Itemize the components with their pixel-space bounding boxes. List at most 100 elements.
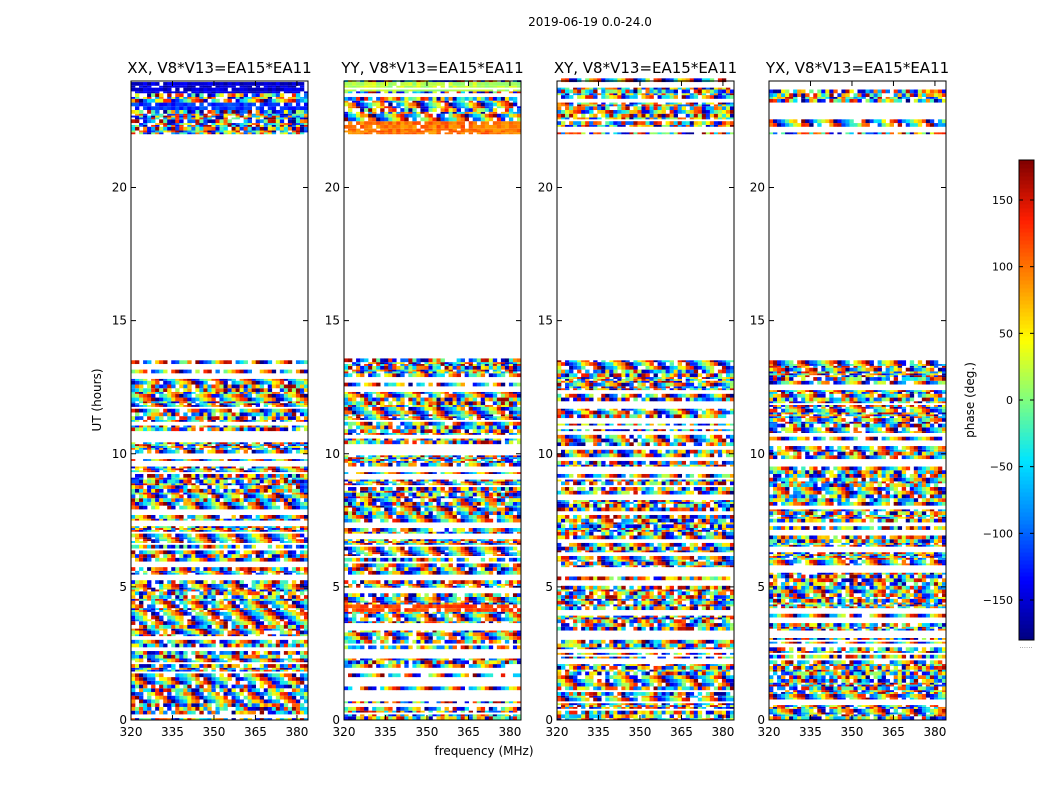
heatmap-cell (400, 645, 405, 650)
heatmap-cell (179, 378, 184, 381)
heatmap-cell (167, 695, 172, 700)
heatmap-cell (207, 401, 212, 404)
heatmap-cell (263, 595, 269, 599)
heatmap-cell (247, 110, 252, 114)
heatmap-cell (255, 419, 261, 422)
heatmap-cell (259, 416, 265, 420)
heatmap-cell (428, 632, 433, 637)
heatmap-cell (131, 124, 136, 127)
heatmap-cell (235, 583, 240, 588)
heatmap-cell (143, 654, 148, 659)
heatmap-cell (287, 680, 293, 685)
heatmap-cell (199, 130, 204, 133)
heatmap-cell (223, 680, 228, 685)
heatmap-cell (271, 405, 277, 407)
heatmap-cell (163, 98, 168, 103)
heatmap-cell (476, 716, 482, 720)
heatmap-cell (263, 102, 269, 107)
heatmap-cell (187, 528, 192, 530)
heatmap-cell (223, 117, 228, 120)
heatmap-cell (299, 611, 305, 616)
heatmap-cell (356, 636, 361, 640)
heatmap-cell (183, 570, 188, 573)
heatmap-cell (263, 132, 269, 135)
heatmap-cell (183, 669, 188, 672)
heatmap-cell (279, 595, 285, 599)
heatmap-cell (211, 360, 216, 365)
heatmap-cell (255, 651, 261, 655)
heatmap-cell (456, 658, 461, 661)
heatmap-cell (203, 501, 208, 506)
heatmap-cell (255, 501, 261, 506)
heatmap-cell (131, 654, 136, 659)
heatmap-cell (255, 470, 261, 473)
heatmap-cell (263, 442, 269, 445)
heatmap-cell (239, 393, 244, 398)
heatmap-cell (283, 498, 289, 502)
heatmap-cell (155, 106, 160, 111)
heatmap-cell (251, 401, 256, 404)
heatmap-cell (207, 393, 212, 398)
heatmap-cell (416, 706, 421, 711)
heatmap-cell (171, 360, 176, 365)
heatmap-cell (287, 677, 293, 681)
heatmap-cell (135, 110, 140, 114)
heatmap-cell (131, 718, 136, 720)
heatmap-cell (163, 393, 168, 398)
heatmap-cell (267, 483, 273, 486)
heatmap-cell (207, 130, 212, 133)
heatmap-cell (243, 91, 248, 94)
heatmap-cell (203, 115, 208, 118)
heatmap-cell (147, 591, 152, 596)
heatmap-cell (380, 645, 385, 650)
heatmap-cell (223, 85, 228, 88)
heatmap-cell (203, 604, 208, 609)
heatmap-cell (163, 384, 168, 389)
heatmap-cell (259, 528, 265, 530)
heatmap-cell (392, 621, 397, 624)
heatmap-cell (155, 488, 160, 493)
heatmap-cell (259, 718, 265, 720)
heatmap-cell (211, 539, 216, 542)
heatmap-cell (271, 688, 277, 693)
heatmap-cell (287, 115, 293, 118)
heatmap-cell (215, 369, 220, 374)
heatmap-cell (199, 378, 204, 381)
heatmap-cell (271, 408, 277, 413)
heatmap-cell (251, 446, 256, 448)
heatmap-cell (279, 106, 285, 111)
heatmap-cell (183, 591, 188, 596)
heatmap-cell (211, 669, 216, 672)
heatmap-cell (275, 98, 281, 103)
heatmap-cell (131, 610, 136, 612)
heatmap-cell (147, 408, 152, 413)
heatmap-cell (155, 529, 160, 532)
heatmap-cell (299, 554, 305, 558)
heatmap-cell (251, 567, 256, 571)
heatmap-cell (255, 537, 261, 540)
heatmap-cell (275, 669, 281, 672)
heatmap-cell (215, 425, 220, 428)
heatmap-cell (135, 119, 140, 124)
heatmap-cell (211, 459, 216, 461)
heatmap-cell (364, 710, 369, 713)
heatmap-cell (235, 126, 240, 131)
heatmap-cell (159, 501, 164, 506)
heatmap-cell (195, 82, 200, 86)
heatmap-cell (143, 557, 148, 562)
heatmap-cell (191, 93, 196, 97)
heatmap-cell (271, 123, 277, 125)
heatmap-cell (143, 91, 148, 94)
heatmap-cell (139, 397, 144, 402)
heatmap-cell (191, 526, 196, 529)
heatmap-cell (219, 621, 224, 625)
heatmap-cell (207, 658, 212, 661)
heatmap-cell (291, 660, 297, 663)
heatmap-cell (239, 533, 244, 538)
heatmap-cell (151, 119, 156, 124)
heatmap-cell (175, 703, 180, 707)
heatmap-cell (283, 570, 289, 573)
heatmap-cell (299, 550, 305, 555)
heatmap-cell (147, 692, 152, 696)
heatmap-cell (456, 706, 461, 711)
